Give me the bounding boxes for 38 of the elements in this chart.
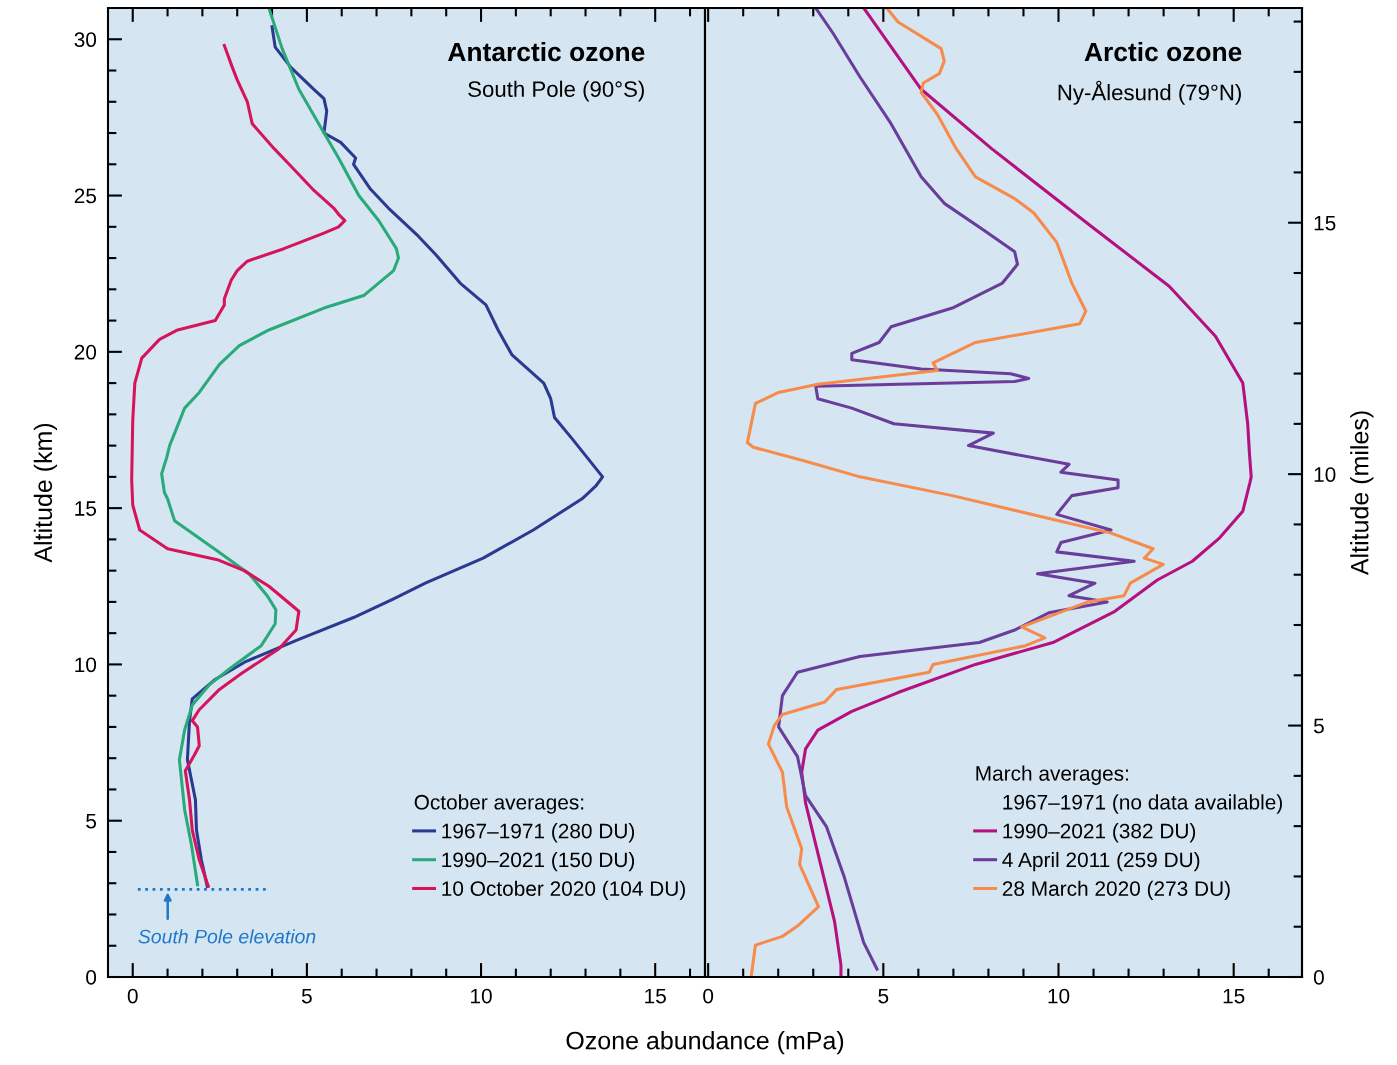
- legend-label: 4 April 2011 (259 DU): [1002, 851, 1200, 872]
- text: South Pole (90°S): [468, 80, 644, 102]
- y-tick-label: 30: [74, 32, 97, 48]
- x-tick-label: 0: [127, 988, 138, 1004]
- y-axis-title: Altitude (km): [33, 423, 58, 563]
- x-tick-label: 5: [878, 988, 889, 1004]
- y2-tick-label: 10: [1314, 467, 1336, 482]
- line-series: [160, 8, 401, 887]
- y2-tick-label: 15: [1314, 215, 1336, 231]
- legend-label: South Pole elevation: [138, 929, 316, 944]
- x-tick-label: 15: [1223, 988, 1245, 1004]
- text: Ny-Ålesund (79°N): [1058, 80, 1241, 105]
- x-tick-label: 5: [301, 988, 312, 1004]
- y2-tick-label: 0: [1313, 970, 1324, 985]
- y-tick-label: 20: [74, 344, 97, 360]
- legend-label: 10 October 2020 (104 DU): [442, 880, 685, 901]
- line-series: [130, 43, 347, 888]
- y2-axis-title: Altitude (miles): [1350, 411, 1374, 576]
- legend-title: March averages:: [976, 765, 1128, 785]
- y2-tick-label: 5: [1313, 718, 1324, 734]
- legend-title: October averages:: [414, 794, 584, 814]
- x-tick-label: 10: [1048, 988, 1070, 1004]
- y-tick-label: 5: [86, 813, 97, 829]
- x-tick-label: 15: [645, 988, 666, 1004]
- legend-label: 1990–2021 (150 DU): [442, 851, 635, 872]
- legend-label: 28 March 2020 (273 DU): [1002, 880, 1230, 901]
- text: Antarctic ozone: [448, 41, 645, 62]
- y-tick-label: 0: [86, 970, 97, 985]
- x-tick-label: 10: [471, 988, 492, 1004]
- legend-label: 1990–2021 (382 DU): [1003, 823, 1196, 843]
- x-axis-title: Ozone abundance (mPa): [566, 1031, 844, 1055]
- y-tick-label: 25: [74, 188, 97, 204]
- annotation: 1967–1971 (no data available): [1003, 794, 1282, 814]
- text: Arctic ozone: [1084, 41, 1242, 62]
- legend-label: 1967–1971 (280 DU): [442, 823, 635, 843]
- x-tick-label: 0: [703, 988, 714, 1004]
- y-tick-label: 15: [75, 501, 97, 516]
- y-tick-label: 10: [75, 657, 97, 673]
